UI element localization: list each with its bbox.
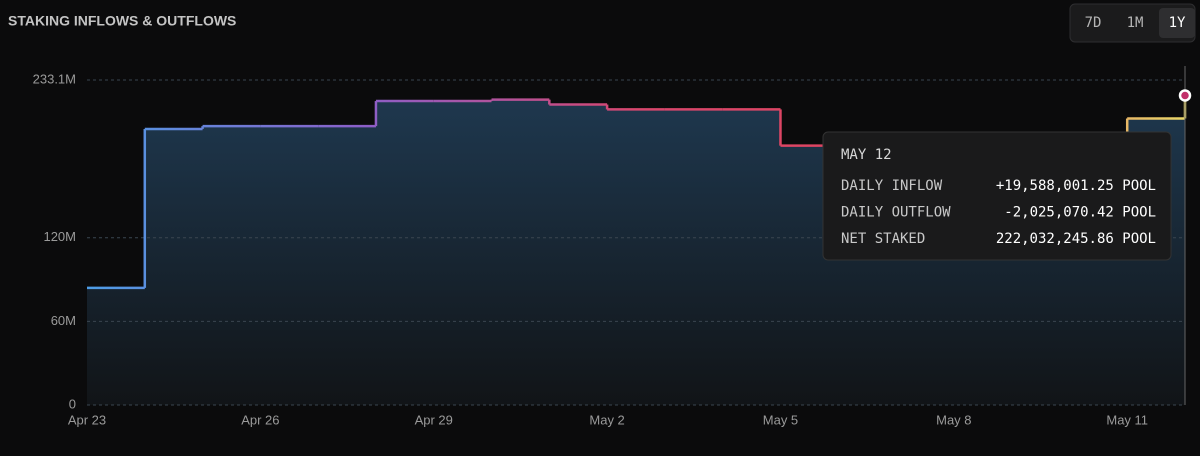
tooltip-label: DAILY INFLOW: [841, 178, 943, 194]
x-tick-label: May 2: [589, 412, 624, 427]
area-step: [664, 109, 724, 405]
y-tick-label: 233.1M: [33, 71, 76, 86]
y-tick-label: 60M: [51, 313, 76, 328]
area-step: [549, 104, 608, 406]
range-button[interactable]: 1M: [1127, 15, 1144, 31]
x-tick-label: May 11: [1106, 412, 1148, 427]
range-button[interactable]: 1Y: [1169, 15, 1186, 31]
area-step: [144, 128, 204, 405]
y-tick-label: 0: [69, 396, 76, 411]
area-step: [202, 126, 261, 405]
range-button[interactable]: 7D: [1085, 15, 1102, 31]
area-step: [318, 126, 377, 405]
tooltip-title: MAY 12: [841, 147, 892, 163]
area-step: [375, 101, 435, 406]
x-tick-label: May 8: [936, 412, 971, 427]
hover-point: [1178, 89, 1192, 102]
area-step: [433, 101, 493, 406]
x-tick-label: May 5: [763, 412, 798, 427]
tooltip-value: +19,588,001.25 POOL: [996, 178, 1156, 194]
area-step: [260, 126, 319, 405]
area-step: [87, 287, 146, 405]
x-tick-label: Apr 23: [68, 412, 106, 427]
area-step: [722, 109, 781, 405]
area-step: [491, 99, 550, 406]
y-tick-label: 120M: [43, 229, 76, 244]
chart-title: STAKING INFLOWS & OUTFLOWS: [8, 13, 236, 29]
tooltip-label: DAILY OUTFLOW: [841, 205, 951, 221]
x-tick-label: Apr 29: [415, 412, 453, 427]
tooltip-value: -2,025,070.42 POOL: [1004, 205, 1156, 221]
x-tick-label: Apr 26: [241, 412, 279, 427]
range-button-active: [1159, 8, 1195, 38]
area-step: [607, 109, 666, 405]
tooltip-value: 222,032,245.86 POOL: [996, 231, 1156, 247]
tooltip: [822, 131, 1172, 261]
tooltip-label: NET STAKED: [841, 231, 925, 247]
